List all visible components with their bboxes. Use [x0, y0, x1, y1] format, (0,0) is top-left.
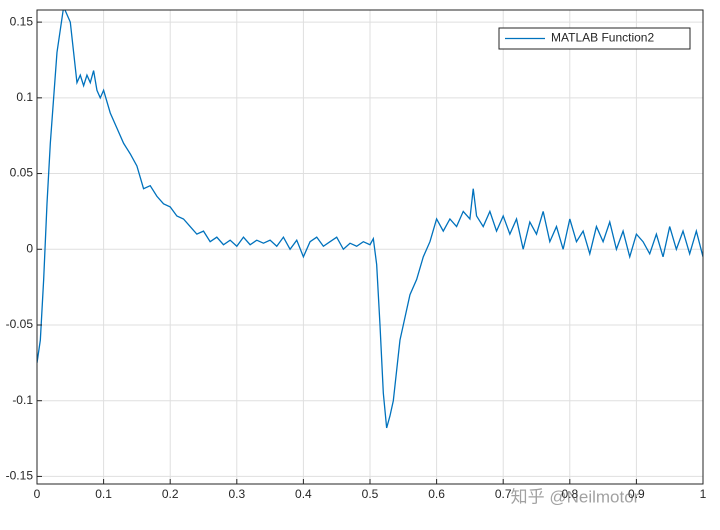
x-tick-label: 0.4: [295, 487, 312, 501]
watermark: 知乎 @Neilmotor: [511, 487, 640, 506]
x-tick-label: 0.2: [162, 487, 179, 501]
x-tick-label: 0: [34, 487, 41, 501]
x-tick-label: 0.7: [495, 487, 512, 501]
legend-label: MATLAB Function2: [551, 31, 654, 45]
x-tick-label: 0.3: [228, 487, 245, 501]
y-tick-label: 0: [26, 241, 33, 255]
y-tick-label: 0.05: [10, 166, 34, 180]
x-tick-label: 0.6: [428, 487, 445, 501]
x-tick-label: 0.5: [362, 487, 379, 501]
legend-box: [498, 27, 691, 50]
x-tick-label: 1: [700, 487, 707, 501]
legend: MATLAB Function2: [498, 27, 691, 50]
y-tick-label: -0.15: [6, 469, 34, 483]
plot-lines: [37, 10, 703, 429]
y-tick-label: 0.1: [16, 90, 33, 104]
axis-labels: -0.15 -0.1 -0.05 0 0.05 0.1 0.15 0 0.1 0.2 0.3 0.4 0…: [6, 14, 707, 501]
x-tick-label: 0.1: [95, 487, 112, 501]
x-tick-label: 0.8: [561, 487, 578, 501]
y-tick-label: -0.1: [12, 393, 33, 407]
y-tick-label: -0.05: [6, 317, 34, 331]
series-line: [37, 10, 703, 429]
y-tick-label: 0.15: [10, 14, 34, 28]
x-tick-label: 0.9: [628, 487, 645, 501]
